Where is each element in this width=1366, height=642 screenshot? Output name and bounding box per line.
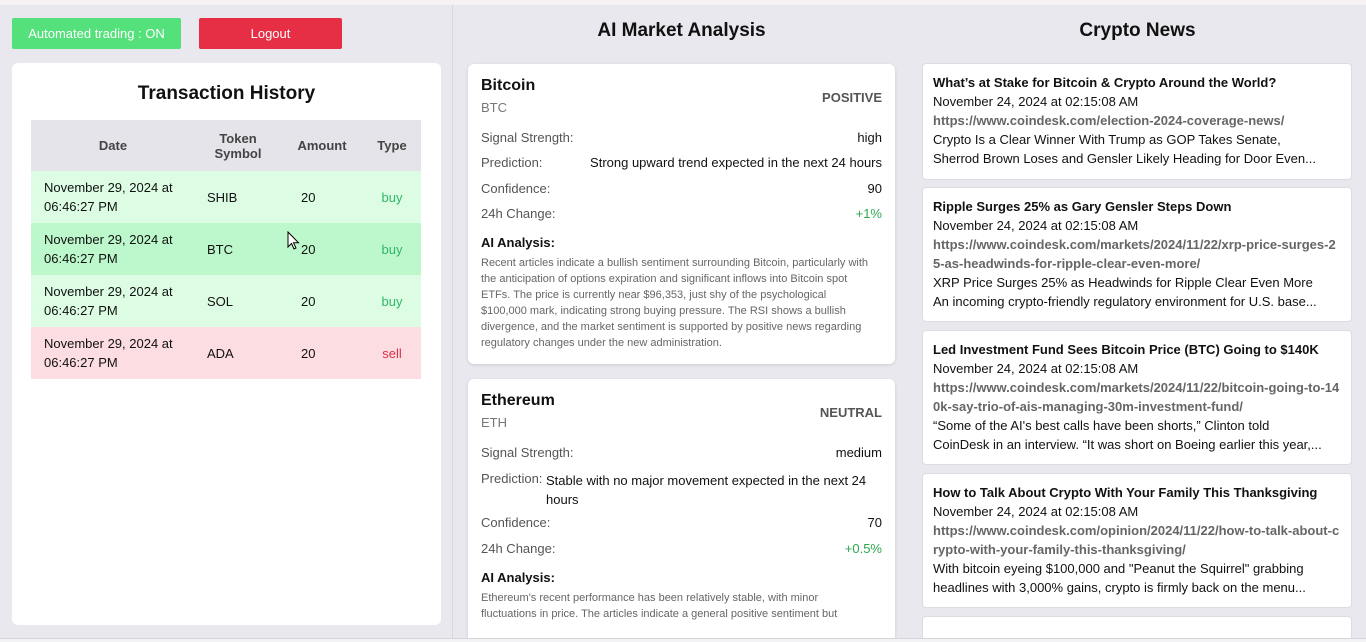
- news-summary-line: headlines with 3,000% gains, crypto is f…: [933, 580, 1306, 595]
- news-title: What’s at Stake for Bitcoin & Crypto Aro…: [933, 75, 1277, 90]
- prediction-label: Prediction:: [481, 155, 543, 170]
- row-amount: 20: [301, 189, 316, 205]
- sentiment-badge: NEUTRAL: [819, 405, 882, 420]
- signal-strength-row: Signal Strength: high: [481, 130, 882, 148]
- ai-analysis-heading: AI Analysis:: [481, 570, 555, 585]
- prediction-value: Stable with no major movement expected i…: [546, 473, 867, 507]
- confidence-label: Confidence:: [481, 515, 551, 530]
- header-type: Type: [363, 120, 421, 171]
- row-token: SOL: [207, 293, 234, 309]
- news-card[interactable]: How to Talk About Crypto With Your Famil…: [922, 473, 1352, 608]
- news-date: November 24, 2024 at 02:15:08 AM: [933, 504, 1139, 519]
- table-header-row: Date Token Symbol Amount Type: [31, 120, 421, 171]
- coin-name: Ethereum: [481, 392, 555, 409]
- table-row: November 29, 2024 at 06:46:27 PM SHIB 20…: [31, 171, 421, 223]
- transaction-table: Date Token Symbol Amount Type November 2…: [31, 120, 421, 379]
- row-amount: 20: [301, 345, 316, 361]
- signal-strength-label: Signal Strength:: [481, 445, 574, 460]
- news-date: November 24, 2024 at 02:15:08 AM: [933, 361, 1139, 376]
- left-panel: Automated trading : ON Logout Transactio…: [0, 5, 453, 638]
- transaction-history-title: Transaction History: [137, 83, 316, 104]
- news-summary-line: XRP Price Surges 25% as Headwinds for Ri…: [933, 275, 1313, 290]
- row-amount: 20: [301, 241, 316, 257]
- change-row: 24h Change: +0.5%: [481, 541, 882, 559]
- news-summary-line: An incoming crypto-friendly regulatory e…: [933, 294, 1317, 309]
- logout-button[interactable]: Logout: [199, 18, 342, 49]
- prediction-row: Prediction: Strong upward trend expected…: [481, 155, 882, 173]
- news-title: Led Investment Fund Sees Bitcoin Price (…: [933, 342, 1319, 357]
- analysis-card-ethereum: Ethereum ETH NEUTRAL Signal Strength: me…: [468, 379, 895, 638]
- news-date: November 24, 2024 at 02:15:08 AM: [933, 94, 1139, 109]
- news-url[interactable]: https://www.coindesk.com/election-2024-c…: [933, 113, 1285, 128]
- news-summary-line: With bitcoin eyeing $100,000 and "Peanut…: [933, 561, 1304, 576]
- change-value: +1%: [855, 206, 882, 221]
- news-title: How to Talk About Crypto With Your Famil…: [933, 485, 1318, 500]
- ai-market-analysis-title: AI Market Analysis: [597, 20, 766, 41]
- news-summary-line: CoinDesk in an interview. “It was short …: [933, 437, 1322, 452]
- row-amount: 20: [301, 293, 316, 309]
- news-card[interactable]: Led Investment Fund Sees Bitcoin Price (…: [922, 330, 1352, 465]
- change-label: 24h Change:: [481, 541, 556, 556]
- change-row: 24h Change: +1%: [481, 206, 882, 224]
- confidence-value: 90: [867, 181, 882, 196]
- news-card[interactable]: What’s at Stake for Bitcoin & Crypto Aro…: [922, 63, 1352, 180]
- ai-analysis-text: Recent articles indicate a bullish senti…: [481, 257, 869, 349]
- ai-market-analysis-panel: AI Market Analysis Bitcoin BTC POSITIVE …: [454, 5, 909, 638]
- confidence-value: 70: [867, 515, 882, 530]
- row-type: buy: [381, 241, 403, 257]
- ai-analysis-text: Ethereum's recent performance has been r…: [481, 592, 838, 620]
- news-url[interactable]: https://www.coindesk.com/markets/2024/11…: [933, 237, 1336, 271]
- crypto-news-title: Crypto News: [1079, 20, 1196, 41]
- signal-strength-value: high: [857, 130, 882, 145]
- header-date: Date: [31, 120, 195, 171]
- automated-trading-toggle[interactable]: Automated trading : ON: [12, 18, 181, 49]
- header-amount: Amount: [281, 120, 363, 171]
- news-card[interactable]: [922, 616, 1352, 638]
- signal-strength-row: Signal Strength: medium: [481, 445, 882, 463]
- prediction-row: Prediction: Stable with no major movemen…: [481, 471, 882, 511]
- transaction-history-card: Transaction History Date Token Symbol Am…: [12, 63, 441, 625]
- crypto-news-panel: Crypto News What’s at Stake for Bitcoin …: [909, 5, 1366, 638]
- confidence-label: Confidence:: [481, 181, 551, 196]
- news-url[interactable]: https://www.coindesk.com/markets/2024/11…: [933, 380, 1340, 414]
- row-token: ADA: [207, 345, 234, 361]
- news-date: November 24, 2024 at 02:15:08 AM: [933, 218, 1139, 233]
- table-row: November 29, 2024 at 06:46:27 PM SOL 20 …: [31, 275, 421, 327]
- row-date: November 29, 2024 at 06:46:27 PM: [44, 336, 173, 370]
- table-row: November 29, 2024 at 06:46:27 PM BTC 20 …: [31, 223, 421, 275]
- table-row: November 29, 2024 at 06:46:27 PM ADA 20 …: [31, 327, 421, 379]
- news-title: Ripple Surges 25% as Gary Gensler Steps …: [933, 199, 1232, 214]
- signal-strength-label: Signal Strength:: [481, 130, 574, 145]
- news-card[interactable]: Ripple Surges 25% as Gary Gensler Steps …: [922, 187, 1352, 322]
- mouse-cursor-icon: [287, 231, 300, 250]
- confidence-row: Confidence: 70: [481, 515, 882, 533]
- confidence-row: Confidence: 90: [481, 181, 882, 199]
- top-border: [0, 0, 1366, 5]
- bottom-border: [0, 638, 1366, 642]
- row-type: buy: [381, 293, 403, 309]
- coin-symbol: ETH: [481, 415, 507, 430]
- news-summary-line: “Some of the AI's best calls have been s…: [933, 418, 1270, 433]
- ai-analysis-heading: AI Analysis:: [481, 235, 555, 250]
- row-type: buy: [381, 189, 403, 205]
- header-token-symbol: Token Symbol: [195, 120, 281, 171]
- news-summary-line: Sherrod Brown Loses and Gensler Likely H…: [933, 151, 1316, 166]
- news-url[interactable]: https://www.coindesk.com/opinion/2024/11…: [933, 523, 1340, 557]
- row-date: November 29, 2024 at 06:46:27 PM: [44, 284, 173, 318]
- row-token: SHIB: [207, 189, 238, 205]
- prediction-label: Prediction:: [481, 471, 543, 486]
- signal-strength-value: medium: [835, 445, 882, 460]
- analysis-card-bitcoin: Bitcoin BTC POSITIVE Signal Strength: hi…: [468, 64, 895, 364]
- change-value: +0.5%: [844, 541, 882, 556]
- row-date: November 29, 2024 at 06:46:27 PM: [44, 232, 173, 266]
- row-type: sell: [382, 345, 402, 361]
- change-label: 24h Change:: [481, 206, 556, 221]
- prediction-value: Strong upward trend expected in the next…: [590, 155, 882, 170]
- news-summary-line: Crypto Is a Clear Winner With Trump as G…: [933, 132, 1281, 147]
- coin-name: Bitcoin: [481, 77, 536, 94]
- sentiment-badge: POSITIVE: [822, 90, 882, 105]
- coin-symbol: BTC: [481, 100, 507, 115]
- row-date: November 29, 2024 at 06:46:27 PM: [44, 180, 173, 214]
- row-token: BTC: [207, 241, 233, 257]
